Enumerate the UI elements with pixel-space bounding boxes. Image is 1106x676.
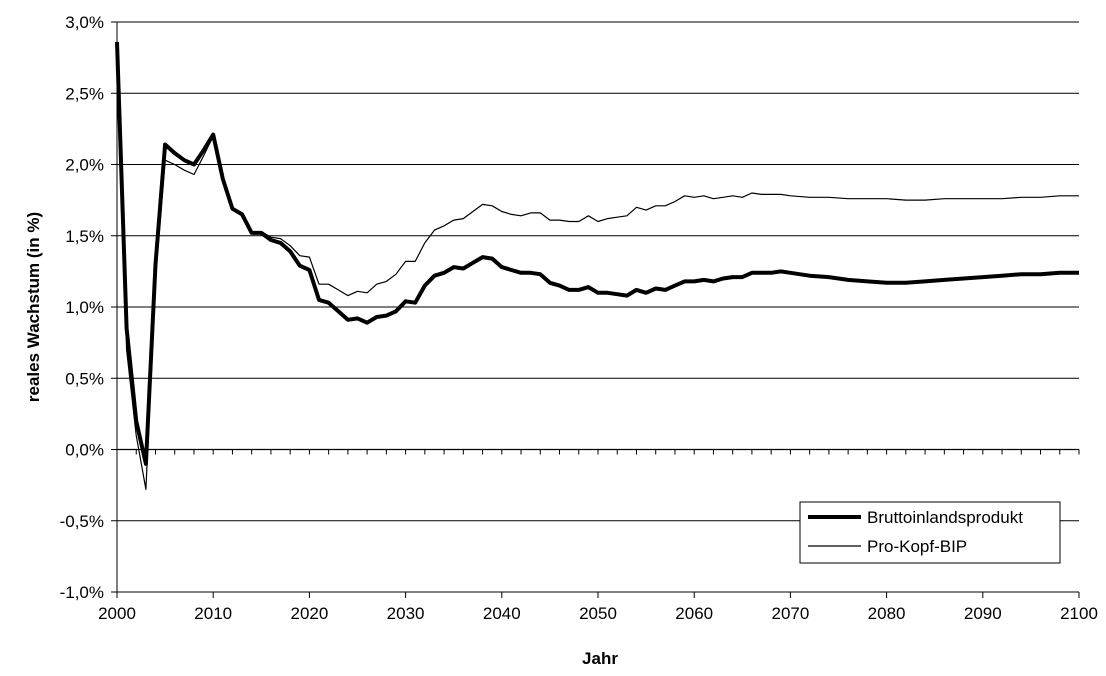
- x-tick-label: 2050: [579, 604, 617, 623]
- x-tick-label: 2090: [964, 604, 1002, 623]
- y-tick-label: 3,0%: [65, 13, 104, 32]
- series-lines: [115, 41, 1079, 490]
- series-line-bruttoinlandsprodukt: [115, 41, 1079, 466]
- y-tick-label: 1,0%: [65, 298, 104, 317]
- x-tick-label: 2040: [483, 604, 521, 623]
- legend: Bruttoinlandsprodukt Pro-Kopf-BIP: [799, 501, 1061, 564]
- x-tick-label: 2100: [1060, 604, 1098, 623]
- legend-label-bruttoinlandsprodukt: Bruttoinlandsprodukt: [867, 508, 1023, 527]
- x-tick-label: 2080: [868, 604, 906, 623]
- legend-label-pro-kopf-bip: Pro-Kopf-BIP: [867, 537, 967, 556]
- series-line-pro-kopf-bip: [116, 54, 1079, 490]
- axes: [111, 21, 1080, 598]
- tick-labels: -1,0% -0,5% 0,0% 0,5% 1,0% 1,5% 2,0% 2,5% 3,0% 20…: [60, 13, 1098, 623]
- y-tick-label: -1,0%: [60, 583, 104, 602]
- x-tick-label: 2010: [194, 604, 232, 623]
- x-tick-label: 2030: [387, 604, 425, 623]
- x-tick-label: 2000: [98, 604, 136, 623]
- x-tick-label: 2060: [675, 604, 713, 623]
- y-tick-label: 1,5%: [65, 227, 104, 246]
- y-tick-label: 0,5%: [65, 369, 104, 388]
- x-axis-title: Jahr: [582, 649, 618, 668]
- y-tick-label: 0,0%: [65, 441, 104, 460]
- x-tick-label: 2020: [290, 604, 328, 623]
- y-tick-label: -0,5%: [60, 512, 104, 531]
- legend-box: [799, 501, 1061, 564]
- y-tick-label: 2,5%: [65, 84, 104, 103]
- y-axis-title: reales Wachstum (in %): [24, 212, 43, 402]
- x-tick-label: 2070: [771, 604, 809, 623]
- y-tick-label: 2,0%: [65, 156, 104, 175]
